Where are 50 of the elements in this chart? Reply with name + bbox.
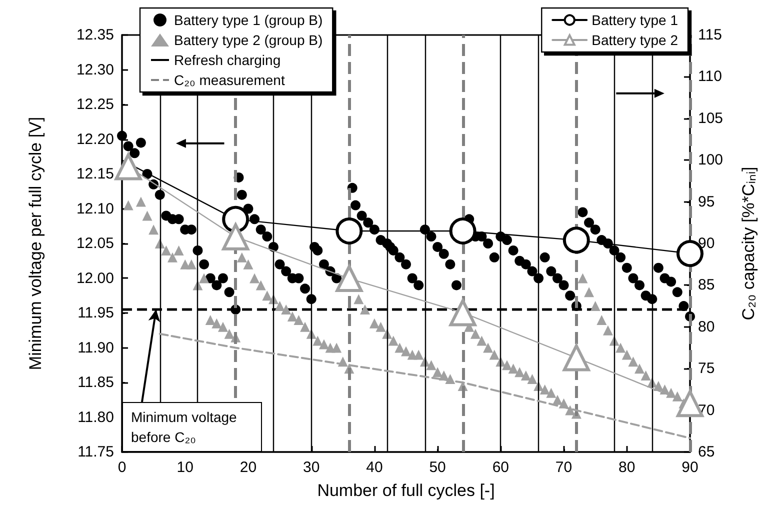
- y2-tick-label: 100: [698, 152, 724, 169]
- legend-label: Battery type 1 (group B): [174, 12, 323, 28]
- x-tick-label: 30: [302, 459, 320, 476]
- y-tick-label: 12.25: [76, 96, 114, 113]
- y-tick-label: 11.90: [78, 339, 114, 356]
- y2-tick-label: 105: [698, 110, 724, 127]
- point: [449, 217, 476, 244]
- y2-tick-label: 110: [698, 68, 722, 86]
- y2-tick-label: 85: [698, 276, 715, 294]
- y2-tick-label: 75: [698, 360, 715, 378]
- y-tick-label: 12.00: [76, 270, 114, 287]
- annotation: Minimum voltage before C₂₀: [122, 402, 262, 452]
- y2-tick-label: 65: [698, 444, 715, 460]
- x-tick-label: 10: [176, 459, 194, 476]
- y-tick-label: 12.15: [76, 166, 114, 182]
- y2-tick-label: 115: [698, 26, 722, 44]
- point: [336, 265, 363, 292]
- y-axis-title: Minimum voltage per full cycle [V]: [26, 116, 45, 370]
- point: [562, 344, 590, 372]
- y-tick-label: 11.80: [78, 408, 114, 426]
- ref-line-label: Refresh charging: [174, 52, 281, 68]
- ref-line-label: C₂₀ measurement: [174, 72, 285, 88]
- point: [562, 226, 590, 254]
- y-tick-label: 12.30: [76, 61, 114, 78]
- x-tick-label: 80: [618, 459, 636, 476]
- y-tick-label: 11.95: [78, 304, 114, 322]
- y-tick-label: 12.10: [76, 200, 114, 218]
- y2-tick-label: 95: [698, 193, 715, 210]
- y2-axis-title: C₂₀ capacity [%*Cᵢₙᵢ]: [739, 166, 758, 320]
- legend-label: Battery type 1: [592, 12, 678, 28]
- x-tick-label: 0: [118, 459, 126, 476]
- x-tick-label: 50: [429, 459, 446, 476]
- x-tick-label: 40: [366, 459, 383, 476]
- legend-label: Battery type 2 (group B): [174, 32, 323, 48]
- y-tick-label: 12.20: [76, 130, 114, 148]
- point: [336, 217, 363, 244]
- x-tick-label: 20: [240, 459, 257, 476]
- point: [222, 223, 250, 250]
- x-axis-title: Number of full cycles [-]: [317, 481, 495, 500]
- y-tick-label: 12.05: [76, 235, 114, 252]
- y-tick-label: 11.85: [78, 374, 114, 391]
- legend-label: Battery type 2: [592, 32, 678, 48]
- y-tick-label: 11.75: [78, 444, 114, 460]
- y-tick-label: 12.35: [76, 26, 114, 44]
- point: [114, 153, 142, 180]
- point: [449, 299, 476, 326]
- x-tick-label: 60: [492, 459, 510, 476]
- x-tick-label: 90: [682, 459, 698, 476]
- x-tick-label: 70: [555, 459, 572, 476]
- y2-tick-label: 80: [698, 318, 715, 336]
